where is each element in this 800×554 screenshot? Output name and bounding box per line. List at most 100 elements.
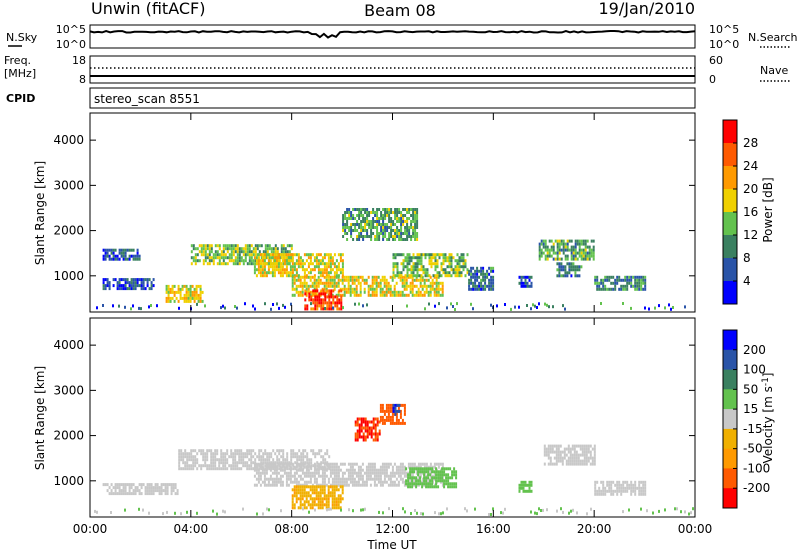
heatmap-cell — [389, 418, 392, 422]
heatmap-cell — [333, 274, 336, 278]
heatmap-cell — [289, 265, 292, 269]
heatmap-cell — [381, 275, 384, 279]
heatmap-cell — [384, 232, 387, 235]
heatmap-cell — [226, 262, 229, 266]
heatmap-cell — [410, 256, 413, 260]
heatmap-cell — [561, 450, 564, 454]
heatmap-cell — [293, 253, 296, 257]
heatmap-cell — [393, 284, 396, 288]
heatmap-cell — [266, 507, 268, 511]
colorbar-segment — [723, 212, 737, 236]
heatmap-cell — [305, 284, 308, 288]
heatmap-cell — [444, 268, 447, 272]
heatmap-cell — [328, 304, 331, 308]
heatmap-cell — [374, 423, 377, 427]
heatmap-cell — [169, 299, 172, 303]
heatmap-cell — [206, 247, 209, 251]
heatmap-cell — [429, 471, 432, 475]
heatmap-cell — [272, 458, 275, 462]
heatmap-cell — [410, 268, 413, 272]
heatmap-cell — [279, 274, 282, 278]
heatmap-cell — [128, 483, 131, 487]
heatmap-cell — [146, 489, 149, 493]
heatmap-cell — [305, 468, 308, 472]
heatmap-cell — [437, 293, 440, 297]
heatmap-cell — [592, 239, 595, 243]
heatmap-cell — [333, 281, 336, 285]
heatmap-cell — [614, 284, 617, 288]
heatmap-cell — [344, 232, 347, 235]
heatmap-cell — [327, 275, 330, 279]
heatmap-cell — [582, 257, 585, 261]
heatmap-cell — [528, 275, 531, 279]
heatmap-cell — [406, 229, 409, 232]
heatmap-cell — [544, 257, 547, 261]
heatmap-cell — [257, 253, 260, 257]
heatmap-cell — [555, 444, 558, 448]
heatmap-cell — [337, 284, 340, 288]
heatmap-cell — [413, 462, 416, 466]
heatmap-cell — [354, 432, 357, 436]
heatmap-cell — [425, 476, 428, 480]
heatmap-cell — [384, 235, 387, 238]
heatmap-cell — [188, 458, 191, 462]
heatmap-cell — [158, 489, 161, 493]
heatmap-cell — [423, 293, 426, 297]
heatmap-cell — [381, 480, 384, 484]
heatmap-cell — [453, 482, 456, 486]
heatmap-cell — [330, 307, 333, 311]
heatmap-cell — [676, 507, 678, 511]
heatmap-cell — [236, 461, 239, 465]
heatmap-cell — [274, 452, 277, 456]
heatmap-cell — [564, 268, 567, 272]
heatmap-cell — [250, 449, 253, 453]
heatmap-cell — [258, 455, 261, 459]
heatmap-cell — [634, 489, 637, 493]
heatmap-cell — [176, 492, 179, 496]
heatmap-cell — [323, 271, 326, 275]
heatmap-cell — [566, 245, 569, 249]
heatmap-cell — [566, 254, 569, 258]
heatmap-cell — [638, 486, 641, 490]
heatmap-cell — [406, 226, 409, 229]
heatmap-cell — [558, 265, 561, 269]
heatmap-cell — [324, 295, 327, 299]
heatmap-cell — [327, 271, 330, 275]
heatmap-cell — [393, 421, 396, 425]
heatmap-cell — [347, 275, 350, 279]
heatmap-cell — [366, 429, 369, 433]
heatmap-cell — [196, 511, 198, 515]
heatmap-cell — [474, 269, 477, 273]
heatmap-cell — [347, 287, 350, 291]
freq-tick-top: 18 — [72, 54, 86, 67]
heatmap-cell — [326, 304, 329, 308]
heatmap-cell — [384, 217, 387, 220]
heatmap-cell — [337, 253, 340, 257]
heatmap-cell — [628, 486, 631, 490]
heatmap-cell — [404, 256, 407, 260]
heatmap-cell — [574, 242, 577, 246]
heatmap-cell — [392, 403, 395, 407]
heatmap-cell — [455, 485, 458, 489]
heatmap-cell — [335, 506, 338, 510]
heatmap-cell — [191, 290, 194, 294]
heatmap-cell — [636, 284, 639, 288]
heatmap-cell — [321, 268, 324, 272]
heatmap-cell — [320, 307, 323, 311]
heatmap-cell — [339, 477, 342, 481]
heatmap-cell — [309, 290, 312, 294]
heatmap-cell — [454, 308, 456, 311]
heatmap-cell — [254, 250, 257, 254]
heatmap-cell — [490, 303, 492, 307]
heatmap-cell — [319, 491, 322, 495]
heatmap-cell — [446, 265, 449, 269]
heatmap-cell — [319, 483, 322, 487]
heatmap-cell — [417, 287, 420, 291]
heatmap-cell — [433, 483, 436, 487]
heatmap-cell — [331, 284, 334, 288]
heatmap-cell — [402, 223, 405, 226]
heatmap-cell — [480, 272, 483, 276]
heatmap-cell — [342, 217, 345, 220]
heatmap-cell — [309, 503, 312, 507]
heatmap-cell — [293, 265, 296, 269]
